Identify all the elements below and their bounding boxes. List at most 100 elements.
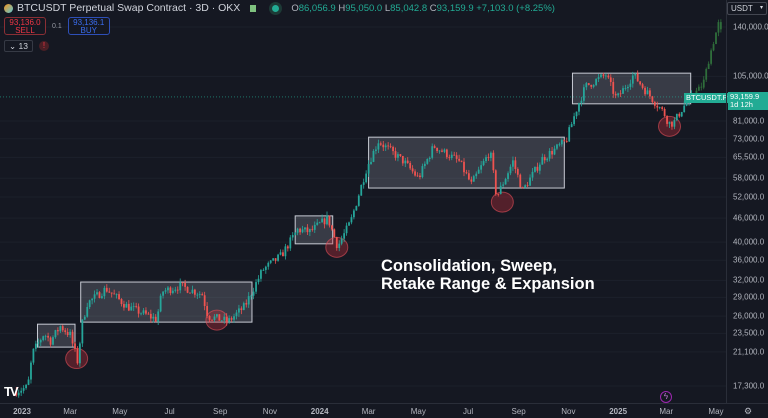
candle-body: [250, 295, 253, 297]
candle-body: [715, 32, 717, 45]
candle-body: [529, 177, 531, 186]
warning-icon[interactable]: !: [38, 41, 49, 51]
candle-body: [193, 289, 196, 295]
candle-body: [634, 73, 637, 76]
candle-body: [604, 75, 607, 77]
settings-gear-icon[interactable]: ⚙: [744, 406, 753, 416]
flag-icon[interactable]: [250, 4, 257, 12]
candle-body: [169, 287, 172, 294]
candle-body: [154, 316, 157, 322]
candle-countdown: 1d 12h: [730, 100, 753, 109]
candle-body: [213, 316, 216, 320]
candle-body: [34, 343, 37, 349]
candle-body: [345, 225, 348, 234]
candle-body: [666, 116, 668, 124]
candle-body: [203, 295, 206, 307]
candle-body: [174, 289, 177, 291]
sell-button[interactable]: 93,136.0 SELL: [4, 17, 46, 35]
candle-body: [365, 173, 368, 183]
change-value: +7,103.0 (+8.25%): [476, 2, 555, 14]
candle-body: [269, 260, 272, 263]
candle-body: [299, 228, 301, 233]
current-price-label: 93,159.9 1d 12h: [728, 92, 768, 110]
candle-body: [629, 83, 632, 87]
tradingview-logo-icon: TV: [4, 384, 19, 399]
currency-select[interactable]: USDT ▾: [727, 2, 767, 15]
candle-body: [367, 164, 370, 174]
candle-body: [560, 140, 563, 145]
candle-body: [233, 316, 235, 320]
candle-body: [697, 86, 700, 91]
close-value: 93,159.9: [436, 2, 474, 14]
candle-body: [548, 150, 551, 159]
symbol-header: BTCUSDT Perpetual Swap Contract · 3D · O…: [4, 2, 555, 14]
candle-body: [619, 93, 622, 95]
time-tick-label: 2024: [310, 407, 329, 416]
time-axis[interactable]: 2023 Mar May Jul Sep Nov 2024 Mar May Jul Sep Nov 20…: [0, 403, 768, 418]
candle-body: [113, 293, 116, 295]
time-tick-label: Sep: [511, 407, 526, 416]
candle-body: [333, 229, 336, 238]
candle-body: [25, 384, 27, 389]
price-tick-label: 140,000.0: [733, 22, 768, 32]
candle-body: [585, 83, 588, 88]
candle-body: [587, 83, 590, 85]
candle-body: [39, 340, 42, 343]
candle-body: [646, 90, 649, 95]
candle-body: [44, 335, 47, 337]
candle-body: [609, 77, 612, 82]
candle-body: [607, 75, 610, 78]
candle-body: [375, 149, 377, 151]
candle-body: [600, 74, 602, 78]
candle-body: [499, 185, 502, 195]
low-label: L: [384, 2, 391, 14]
price-axis[interactable]: 93,159.9 1d 12h 140,000.0 105,000.0 81,000…: [726, 0, 768, 403]
time-tick-label: Mar: [361, 407, 376, 416]
symbol-price-label: BTCUSDT.P: [684, 93, 730, 103]
candle-body: [252, 291, 255, 296]
candle-body: [700, 86, 703, 88]
candle-body: [277, 254, 279, 261]
price-tick-label: 65,500.0: [733, 152, 765, 162]
candle-body: [502, 184, 505, 186]
candle-body: [490, 152, 492, 159]
candle-body: [651, 96, 654, 103]
symbol-title[interactable]: BTCUSDT Perpetual Swap Contract · 3D · O…: [17, 2, 241, 14]
sell-price: 93,136.0: [9, 18, 41, 27]
candle-body: [206, 306, 209, 316]
candle-body: [318, 222, 321, 224]
candle-body: [463, 161, 465, 173]
candle-body: [504, 179, 507, 185]
price-tick-label: 36,000.0: [733, 255, 765, 265]
candle-body: [235, 312, 238, 317]
candle-body: [595, 79, 598, 86]
buy-price: 93,136.1: [73, 18, 105, 27]
candle-body: [382, 144, 385, 148]
candle-body: [91, 298, 94, 301]
time-tick-label: 2023: [13, 407, 31, 416]
candle-body: [340, 238, 343, 244]
candle-body: [477, 169, 480, 174]
candle-body: [372, 150, 375, 162]
candle-body: [397, 154, 399, 158]
candle-body: [115, 294, 118, 295]
candle-body: [211, 319, 213, 321]
candle-body: [289, 237, 292, 249]
candle-body: [543, 156, 546, 161]
candle-body: [330, 225, 333, 230]
indicators-toggle[interactable]: ⌄ 13: [4, 40, 33, 52]
candle-body: [453, 154, 456, 156]
btc-logo-icon: [4, 3, 13, 13]
candle-body: [602, 74, 605, 76]
candle-body: [357, 195, 360, 206]
candle-body: [663, 108, 666, 117]
buy-button[interactable]: 93,136.1 BUY: [67, 17, 110, 35]
price-chart[interactable]: [0, 0, 726, 403]
candle-body: [17, 392, 20, 396]
alert-bolt-icon[interactable]: ϟ: [660, 391, 672, 403]
range-box: [80, 281, 253, 323]
candle-body: [392, 146, 394, 152]
candle-body: [47, 335, 49, 338]
candle-body: [541, 156, 544, 165]
candle-body: [443, 149, 446, 152]
